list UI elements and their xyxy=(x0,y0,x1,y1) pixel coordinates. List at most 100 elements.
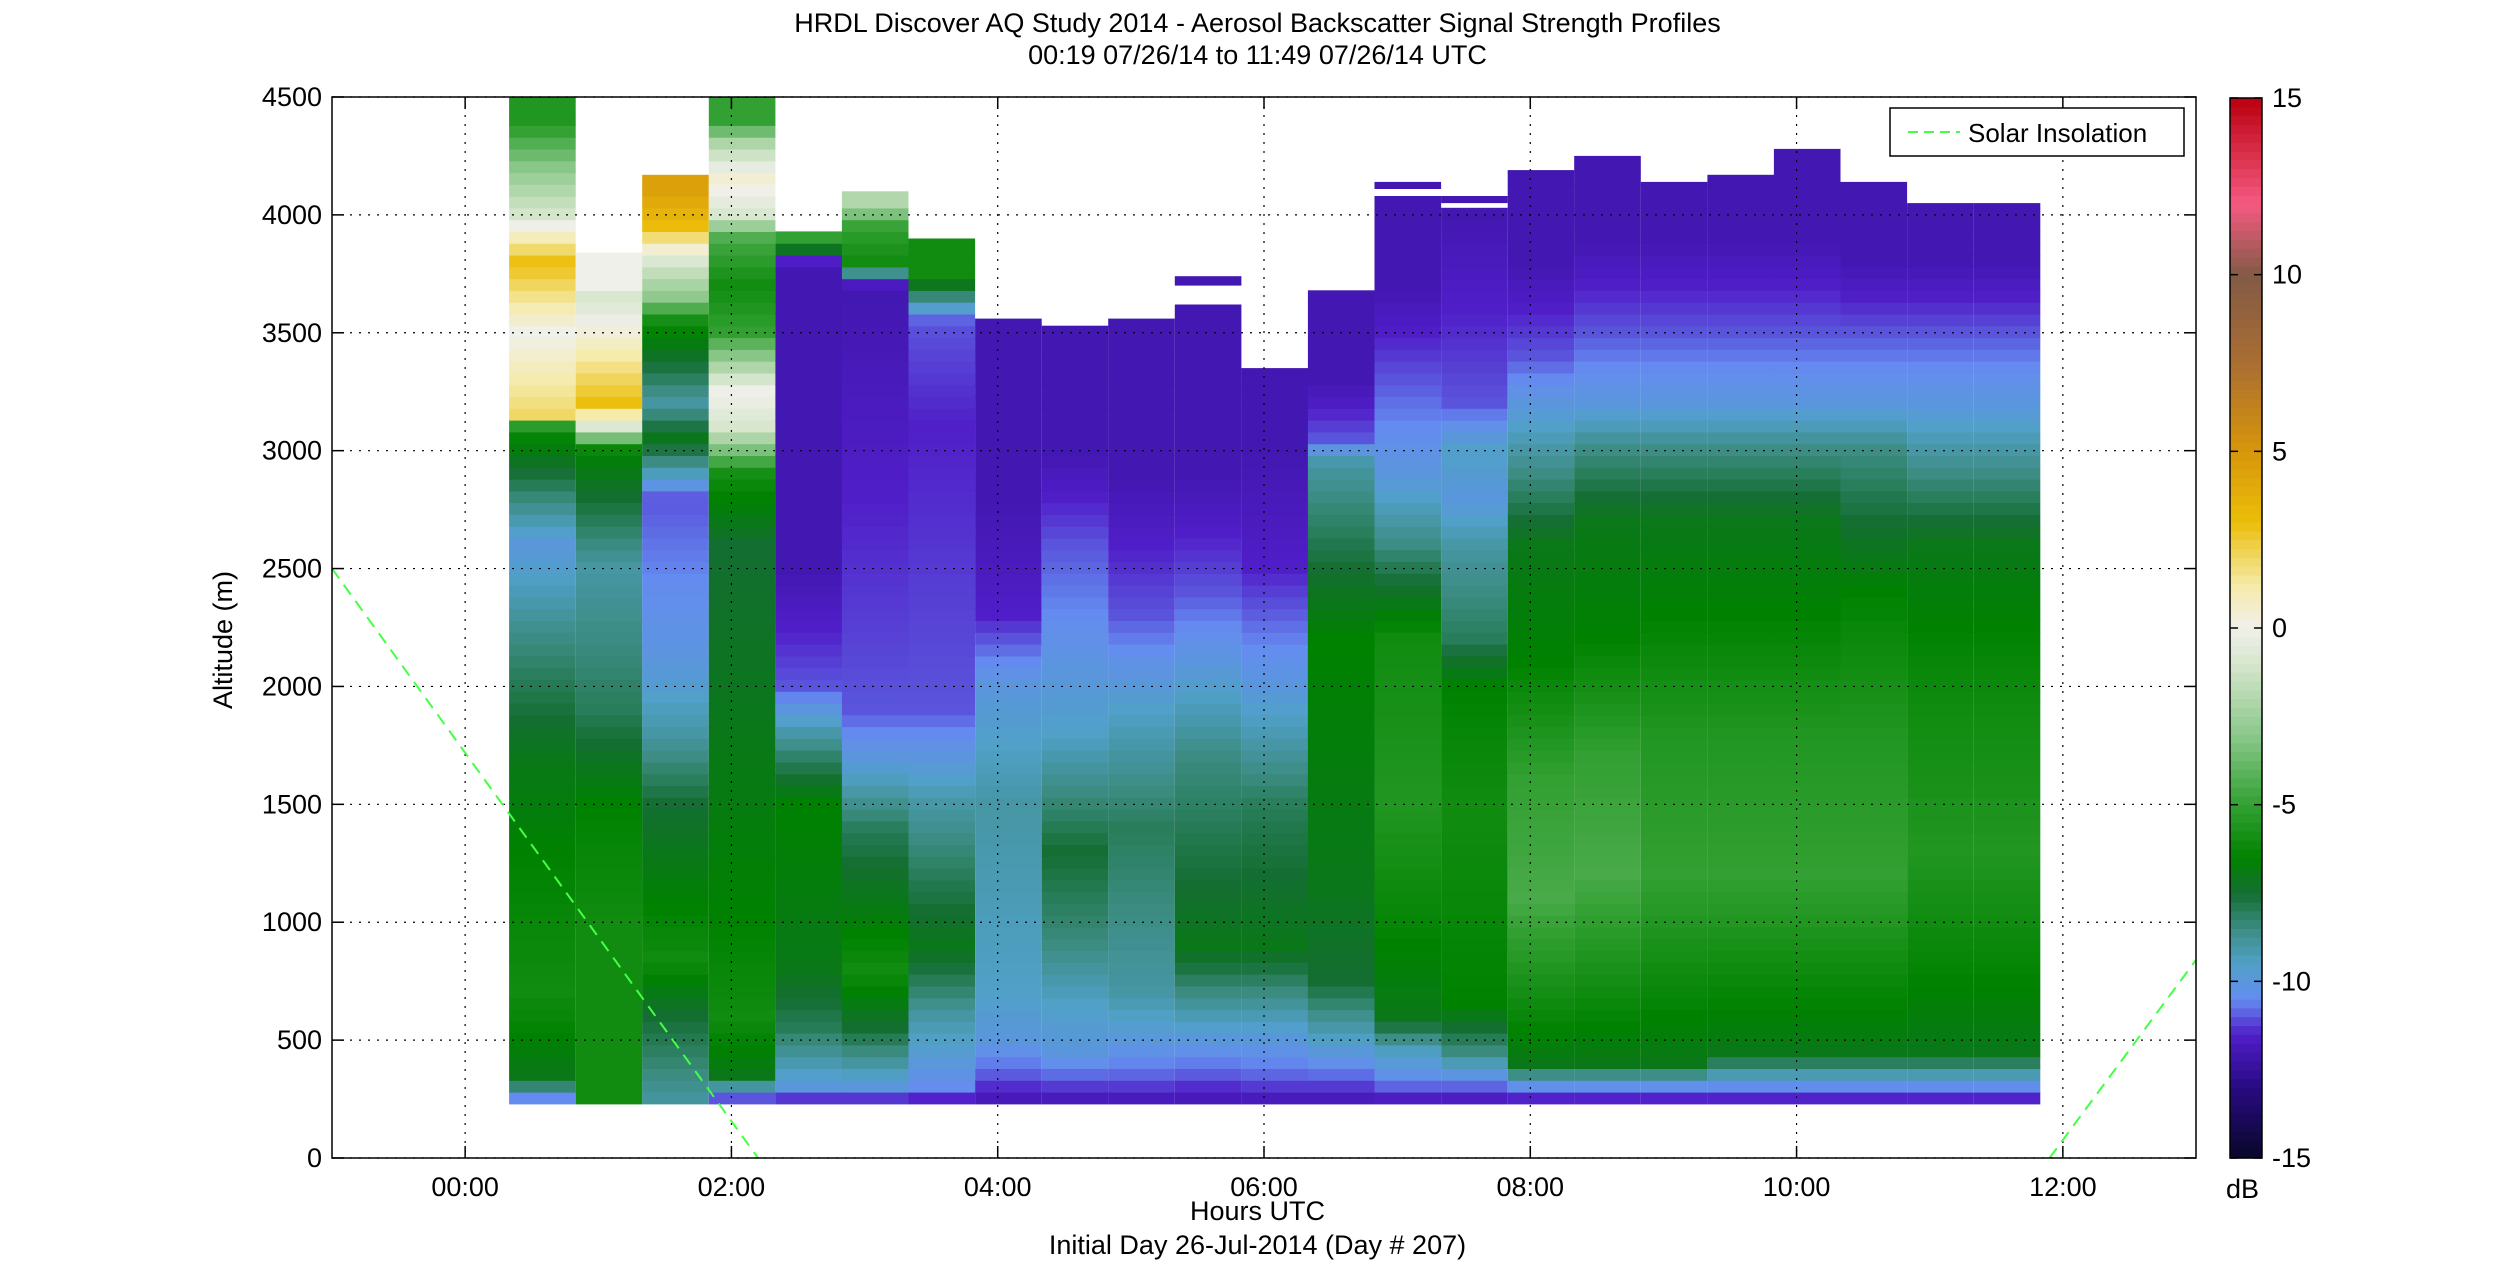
heatmap-cell xyxy=(1441,443,1508,456)
heatmap-cell xyxy=(975,856,1042,869)
heatmap-cell xyxy=(1374,467,1442,480)
heatmap-cell xyxy=(1241,974,1308,987)
heatmap-cell xyxy=(1773,313,1841,327)
heatmap-cell xyxy=(1108,1068,1175,1081)
heatmap-cell xyxy=(1041,620,1109,633)
colorbar-cell xyxy=(2230,1105,2262,1115)
heatmap-cell xyxy=(1574,903,1641,916)
heatmap-cell xyxy=(575,561,643,574)
heatmap-cell xyxy=(1640,962,1708,975)
heatmap-cell xyxy=(975,1056,1042,1069)
heatmap-cell xyxy=(975,318,1042,327)
heatmap-cell xyxy=(1241,443,1308,456)
heatmap-cell xyxy=(1441,1068,1508,1081)
heatmap-cell xyxy=(1507,761,1575,775)
heatmap-cell xyxy=(708,384,776,397)
heatmap-cell xyxy=(1640,679,1708,692)
heatmap-cell xyxy=(1241,514,1308,527)
heatmap-cell xyxy=(1108,938,1175,952)
heatmap-cell xyxy=(1307,479,1375,492)
heatmap-cell xyxy=(975,832,1042,845)
heatmap-cell xyxy=(1773,997,1841,1011)
heatmap-cell xyxy=(1773,290,1841,303)
heatmap-cell xyxy=(1307,337,1375,350)
heatmap-cell xyxy=(1973,1009,2041,1022)
heatmap-cell xyxy=(509,561,576,574)
heatmap-cell xyxy=(708,868,776,881)
heatmap-cell xyxy=(975,844,1042,857)
heatmap-cell xyxy=(1108,797,1175,810)
heatmap-cell xyxy=(1907,1021,1974,1034)
heatmap-cell xyxy=(1241,1056,1308,1069)
heatmap-cell xyxy=(1640,479,1708,492)
colorbar-cell xyxy=(2230,230,2262,240)
heatmap-cell xyxy=(1108,844,1175,857)
heatmap-cell xyxy=(575,502,643,515)
heatmap-cell xyxy=(975,408,1042,421)
heatmap-cell xyxy=(775,420,842,433)
heatmap-cell xyxy=(1640,181,1708,185)
heatmap-cell xyxy=(1973,384,2041,397)
heatmap-cell xyxy=(1973,596,2041,610)
heatmap-cell xyxy=(1773,785,1841,798)
heatmap-cell xyxy=(1041,915,1109,928)
heatmap-cell xyxy=(1840,785,1908,798)
heatmap-cell xyxy=(1574,632,1641,645)
heatmap-cell xyxy=(509,761,576,775)
heatmap-cell xyxy=(1773,797,1841,810)
heatmap-cell xyxy=(1041,891,1109,904)
heatmap-cell xyxy=(1640,1080,1708,1093)
heatmap-cell xyxy=(1707,844,1774,857)
heatmap-cell xyxy=(642,985,709,999)
legend-solar-label: Solar Insolation xyxy=(1968,118,2147,148)
heatmap-cell xyxy=(975,903,1042,916)
heatmap-cell xyxy=(1773,738,1841,751)
heatmap-cell xyxy=(1907,1080,1974,1093)
heatmap-cell xyxy=(1108,738,1175,751)
heatmap-cell xyxy=(1640,431,1708,445)
heatmap-cell xyxy=(575,903,643,916)
colorbar-cell xyxy=(2230,363,2262,373)
profile-column xyxy=(1374,196,1442,1105)
heatmap-cell xyxy=(509,372,576,386)
heatmap-cell xyxy=(509,160,576,174)
heatmap-cell xyxy=(1441,832,1508,845)
heatmap-cell xyxy=(1773,431,1841,445)
heatmap-cell xyxy=(509,985,576,999)
heatmap-cell xyxy=(708,974,776,987)
heatmap-cell xyxy=(1907,1033,1974,1046)
heatmap-cell xyxy=(975,702,1042,716)
heatmap-cell xyxy=(775,585,842,598)
colorbar-cell xyxy=(2230,813,2262,823)
heatmap-cell xyxy=(509,337,576,350)
heatmap-cell xyxy=(1108,750,1175,763)
heatmap-cell xyxy=(975,797,1042,810)
heatmap-cell xyxy=(841,962,909,975)
colorbar-cell xyxy=(2230,433,2262,444)
heatmap-cell xyxy=(841,372,909,386)
heatmap-cell xyxy=(1907,596,1974,610)
heatmap-cell xyxy=(1507,278,1575,291)
heatmap-cell xyxy=(1174,396,1242,409)
heatmap-cell xyxy=(1840,679,1908,692)
heatmap-cell xyxy=(1640,1068,1708,1081)
heatmap-cell xyxy=(908,302,976,315)
heatmap-cell xyxy=(1108,318,1175,327)
heatmap-cell xyxy=(1640,290,1708,303)
heatmap-cell xyxy=(975,785,1042,798)
heatmap-cell xyxy=(575,585,643,598)
heatmap-cell xyxy=(1773,184,1841,197)
heatmap-cell xyxy=(708,679,776,692)
heatmap-cell xyxy=(1773,644,1841,657)
colorbar-cell xyxy=(2230,389,2262,399)
heatmap-cell xyxy=(575,1021,643,1034)
heatmap-cell xyxy=(1973,620,2041,633)
heatmap-cell xyxy=(1041,655,1109,669)
heatmap-cell xyxy=(775,349,842,362)
heatmap-cell xyxy=(975,809,1042,822)
heatmap-cell xyxy=(575,667,643,680)
heatmap-cell xyxy=(1441,278,1508,291)
colorbar-cell xyxy=(2230,787,2262,797)
heatmap-cell xyxy=(708,255,776,268)
heatmap-cell xyxy=(708,903,776,916)
